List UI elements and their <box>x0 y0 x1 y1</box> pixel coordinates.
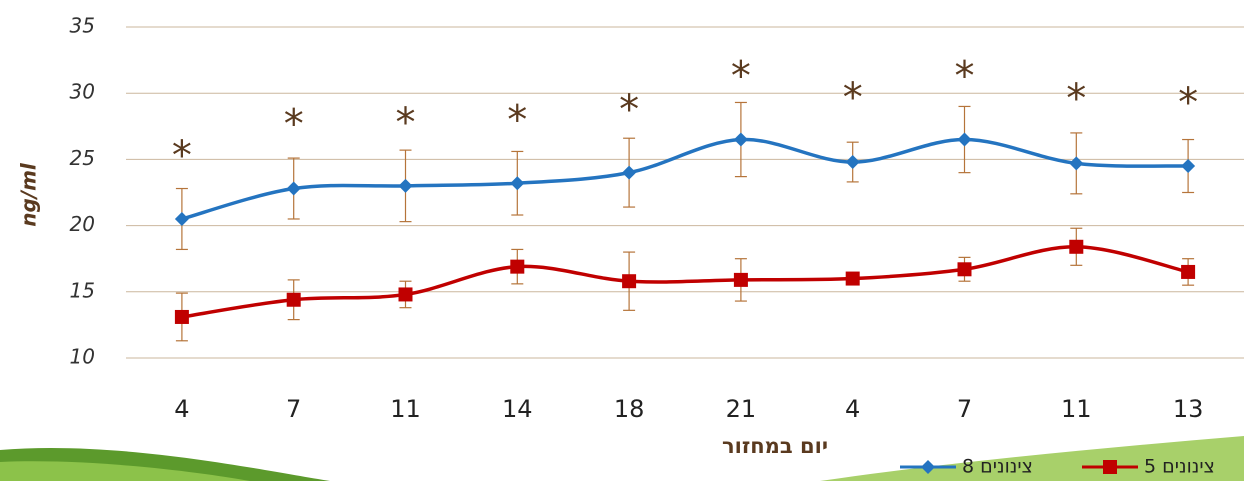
marker <box>1181 264 1196 279</box>
marker <box>957 132 972 147</box>
marker <box>174 309 189 324</box>
marker <box>286 181 301 196</box>
y-tick-label: 15 <box>70 278 95 302</box>
significance-mark: * <box>1178 80 1198 126</box>
marker <box>845 155 860 170</box>
legend-label: 8 צינונים <box>962 456 1033 478</box>
significance-mark: * <box>731 54 751 100</box>
marker <box>174 211 189 226</box>
significance-mark: * <box>507 97 527 143</box>
marker <box>1181 159 1196 174</box>
significance-mark: * <box>172 133 192 179</box>
significance-mark: * <box>284 101 304 147</box>
series-line <box>181 137 1189 221</box>
marker <box>286 292 301 307</box>
significance-mark: * <box>1066 76 1086 122</box>
significance-mark: * <box>619 87 639 133</box>
y-tick-label: 30 <box>70 80 95 104</box>
marker <box>1069 156 1084 171</box>
y-tick-label: 20 <box>70 212 95 236</box>
y-tick-label: 10 <box>70 345 95 369</box>
x-tick-label: 21 <box>726 395 757 423</box>
marker <box>622 274 637 289</box>
x-tick-label: 7 <box>286 395 301 423</box>
y-tick-label: 35 <box>70 14 95 38</box>
x-tick-label: 13 <box>1173 395 1204 423</box>
x-tick-label: 4 <box>845 395 860 423</box>
x-tick-label: 18 <box>614 395 645 423</box>
legend-label: 5 צינונים <box>1144 456 1215 478</box>
x-tick-label: 14 <box>502 395 533 423</box>
x-axis-label: יום במחזור <box>722 434 828 458</box>
marker <box>1103 460 1117 474</box>
series-line <box>181 245 1189 319</box>
marker <box>1069 239 1084 254</box>
y-tick-label: 25 <box>70 146 95 170</box>
y-axis-label: ng/ml <box>17 162 41 227</box>
marker <box>398 178 413 193</box>
marker <box>957 262 972 277</box>
x-tick-label: 11 <box>390 395 421 423</box>
x-tick-label: 7 <box>957 395 972 423</box>
significance-mark: * <box>955 54 975 100</box>
marker <box>622 165 637 180</box>
x-tick-label: 11 <box>1061 395 1092 423</box>
marker <box>398 287 413 302</box>
x-tick-label: 4 <box>174 395 189 423</box>
marker <box>845 271 860 286</box>
marker <box>921 460 935 474</box>
marker <box>733 132 748 147</box>
significance-mark: * <box>843 75 863 121</box>
marker <box>733 272 748 287</box>
significance-mark: * <box>396 100 416 146</box>
grass-left-light <box>0 461 250 481</box>
marker <box>510 259 525 274</box>
marker <box>510 176 525 191</box>
